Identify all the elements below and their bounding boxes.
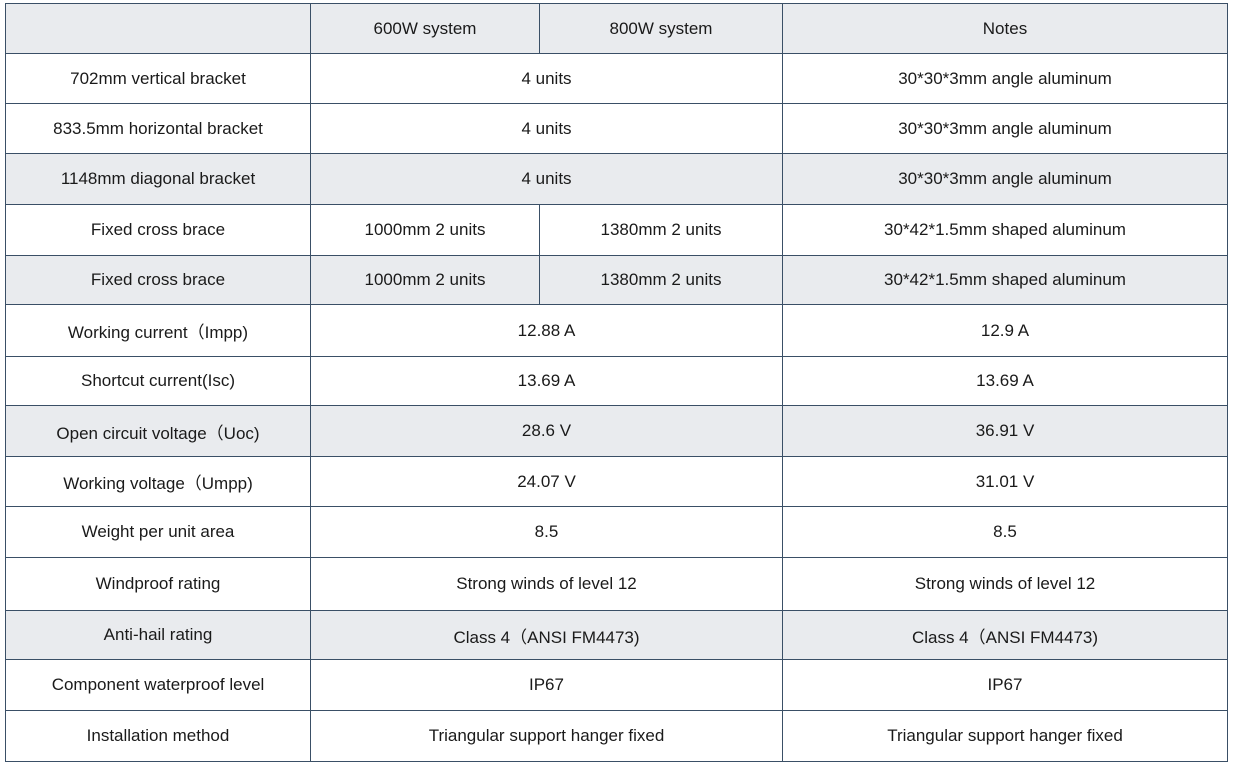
table-row: Component waterproof level IP67 IP67	[5, 659, 1228, 711]
table-row: Working current（Impp) 12.88 A 12.9 A	[5, 304, 1228, 357]
row-label: 702mm vertical bracket	[5, 53, 311, 104]
row-value: 4 units	[310, 103, 783, 154]
header-row: 600W system 800W system Notes	[5, 3, 1228, 54]
row-value: IP67	[310, 659, 783, 711]
row-label: Working current（Impp)	[5, 304, 311, 357]
table-row: 702mm vertical bracket 4 units 30*30*3mm…	[5, 53, 1228, 104]
row-notes: 30*42*1.5mm shaped aluminum	[782, 204, 1228, 256]
row-notes: IP67	[782, 659, 1228, 711]
row-value-600w: 1000mm 2 units	[310, 255, 540, 305]
row-notes: Strong winds of level 12	[782, 557, 1228, 611]
table-row: Open circuit voltage（Uoc) 28.6 V 36.91 V	[5, 405, 1228, 457]
table-row: Fixed cross brace 1000mm 2 units 1380mm …	[5, 255, 1228, 305]
row-notes: 30*30*3mm angle aluminum	[782, 53, 1228, 104]
row-value: 8.5	[310, 506, 783, 558]
row-label: Shortcut current(Isc)	[5, 356, 311, 406]
row-notes: 12.9 A	[782, 304, 1228, 357]
row-notes: 13.69 A	[782, 356, 1228, 406]
table-row: Working voltage（Umpp) 24.07 V 31.01 V	[5, 456, 1228, 507]
row-label: Component waterproof level	[5, 659, 311, 711]
table-row: Weight per unit area 8.5 8.5	[5, 506, 1228, 558]
row-notes: 36.91 V	[782, 405, 1228, 457]
row-notes: 31.01 V	[782, 456, 1228, 507]
row-label: Anti-hail rating	[5, 610, 311, 660]
row-value-800w: 1380mm 2 units	[539, 255, 783, 305]
row-value: 28.6 V	[310, 405, 783, 457]
header-600w-system: 600W system	[310, 3, 540, 54]
row-label: Installation method	[5, 710, 311, 762]
row-notes: Triangular support hanger fixed	[782, 710, 1228, 762]
row-label: 833.5mm horizontal bracket	[5, 103, 311, 154]
row-label: Fixed cross brace	[5, 255, 311, 305]
row-label: Windproof rating	[5, 557, 311, 611]
table-row: Fixed cross brace 1000mm 2 units 1380mm …	[5, 204, 1228, 256]
spec-table: 600W system 800W system Notes 702mm vert…	[5, 3, 1228, 762]
row-value: 4 units	[310, 153, 783, 205]
row-notes: Class 4（ANSI FM4473)	[782, 610, 1228, 660]
row-label: Weight per unit area	[5, 506, 311, 558]
row-notes: 30*30*3mm angle aluminum	[782, 153, 1228, 205]
table-row: Shortcut current(Isc) 13.69 A 13.69 A	[5, 356, 1228, 406]
header-corner-cell	[5, 3, 311, 54]
row-label: Fixed cross brace	[5, 204, 311, 256]
row-label: 1148mm diagonal bracket	[5, 153, 311, 205]
table-row: 833.5mm horizontal bracket 4 units 30*30…	[5, 103, 1228, 154]
row-value: 12.88 A	[310, 304, 783, 357]
row-notes: 8.5	[782, 506, 1228, 558]
row-value: 13.69 A	[310, 356, 783, 406]
table-row: Windproof rating Strong winds of level 1…	[5, 557, 1228, 611]
table-row: Anti-hail rating Class 4（ANSI FM4473) Cl…	[5, 610, 1228, 660]
row-value: 24.07 V	[310, 456, 783, 507]
header-notes: Notes	[782, 3, 1228, 54]
row-value: Class 4（ANSI FM4473)	[310, 610, 783, 660]
table-row: Installation method Triangular support h…	[5, 710, 1228, 762]
row-notes: 30*30*3mm angle aluminum	[782, 103, 1228, 154]
row-notes: 30*42*1.5mm shaped aluminum	[782, 255, 1228, 305]
row-value-600w: 1000mm 2 units	[310, 204, 540, 256]
row-value: 4 units	[310, 53, 783, 104]
row-label: Working voltage（Umpp)	[5, 456, 311, 507]
header-800w-system: 800W system	[539, 3, 783, 54]
row-value: Strong winds of level 12	[310, 557, 783, 611]
row-value-800w: 1380mm 2 units	[539, 204, 783, 256]
table-row: 1148mm diagonal bracket 4 units 30*30*3m…	[5, 153, 1228, 205]
row-value: Triangular support hanger fixed	[310, 710, 783, 762]
row-label: Open circuit voltage（Uoc)	[5, 405, 311, 457]
